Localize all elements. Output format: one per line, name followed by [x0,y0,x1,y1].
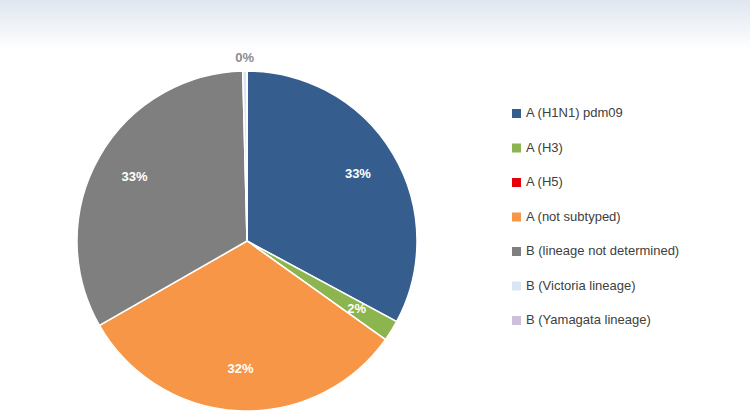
legend-item: A (H1N1) pdm09 [512,105,623,120]
legend-item: A (H3) [512,140,563,155]
legend-item: A (H5) [512,174,563,189]
data-label: 33% [345,166,371,181]
legend-label: A (H3) [526,140,563,155]
data-label: 2% [347,301,366,316]
pie-slice [243,71,247,241]
legend-swatch [512,316,521,325]
legend-label: B (Victoria lineage) [526,278,636,293]
legend-item: B (Victoria lineage) [512,278,636,293]
chart-root: 33%2%32%33%0%A (H1N1) pdm09A (H3)A (H5)A… [0,0,750,419]
data-labels: 33% 2% 32% 33% 0% [121,50,371,376]
data-label: 0% [235,50,254,65]
header-band [0,0,750,50]
data-label: 33% [121,169,147,184]
pie-slice [246,71,248,241]
pie-slice [77,71,247,325]
legend-swatch [512,178,521,187]
legend-label: B (Yamagata lineage) [526,312,651,327]
pie [77,71,417,411]
legend: A (H1N1) pdm09 A (H3) A (H5) A (not subtype… [512,105,679,327]
legend-item: A (not subtyped) [512,209,621,224]
legend-swatch [512,282,521,291]
legend-swatch [512,144,521,153]
legend-label: A (H1N1) pdm09 [526,105,623,120]
legend-item: B (lineage not determined) [512,243,679,258]
legend-swatch [512,247,521,256]
legend-label: A (not subtyped) [526,209,621,224]
legend-label: A (H5) [526,174,563,189]
legend-item: B (Yamagata lineage) [512,312,651,327]
legend-label: B (lineage not determined) [526,243,679,258]
legend-swatch [512,109,521,118]
data-label: 32% [228,361,254,376]
legend-swatch [512,213,521,222]
